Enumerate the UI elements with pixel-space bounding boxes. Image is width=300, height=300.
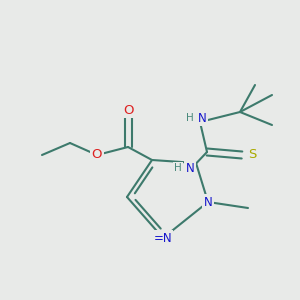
Text: O: O — [123, 103, 133, 116]
Text: N: N — [198, 112, 206, 124]
Text: H: H — [186, 113, 194, 123]
Text: N: N — [204, 196, 212, 208]
Text: S: S — [248, 148, 256, 161]
Text: H: H — [174, 163, 182, 173]
Text: O: O — [92, 148, 102, 161]
Text: N: N — [186, 161, 194, 175]
Text: =N: =N — [154, 232, 172, 244]
